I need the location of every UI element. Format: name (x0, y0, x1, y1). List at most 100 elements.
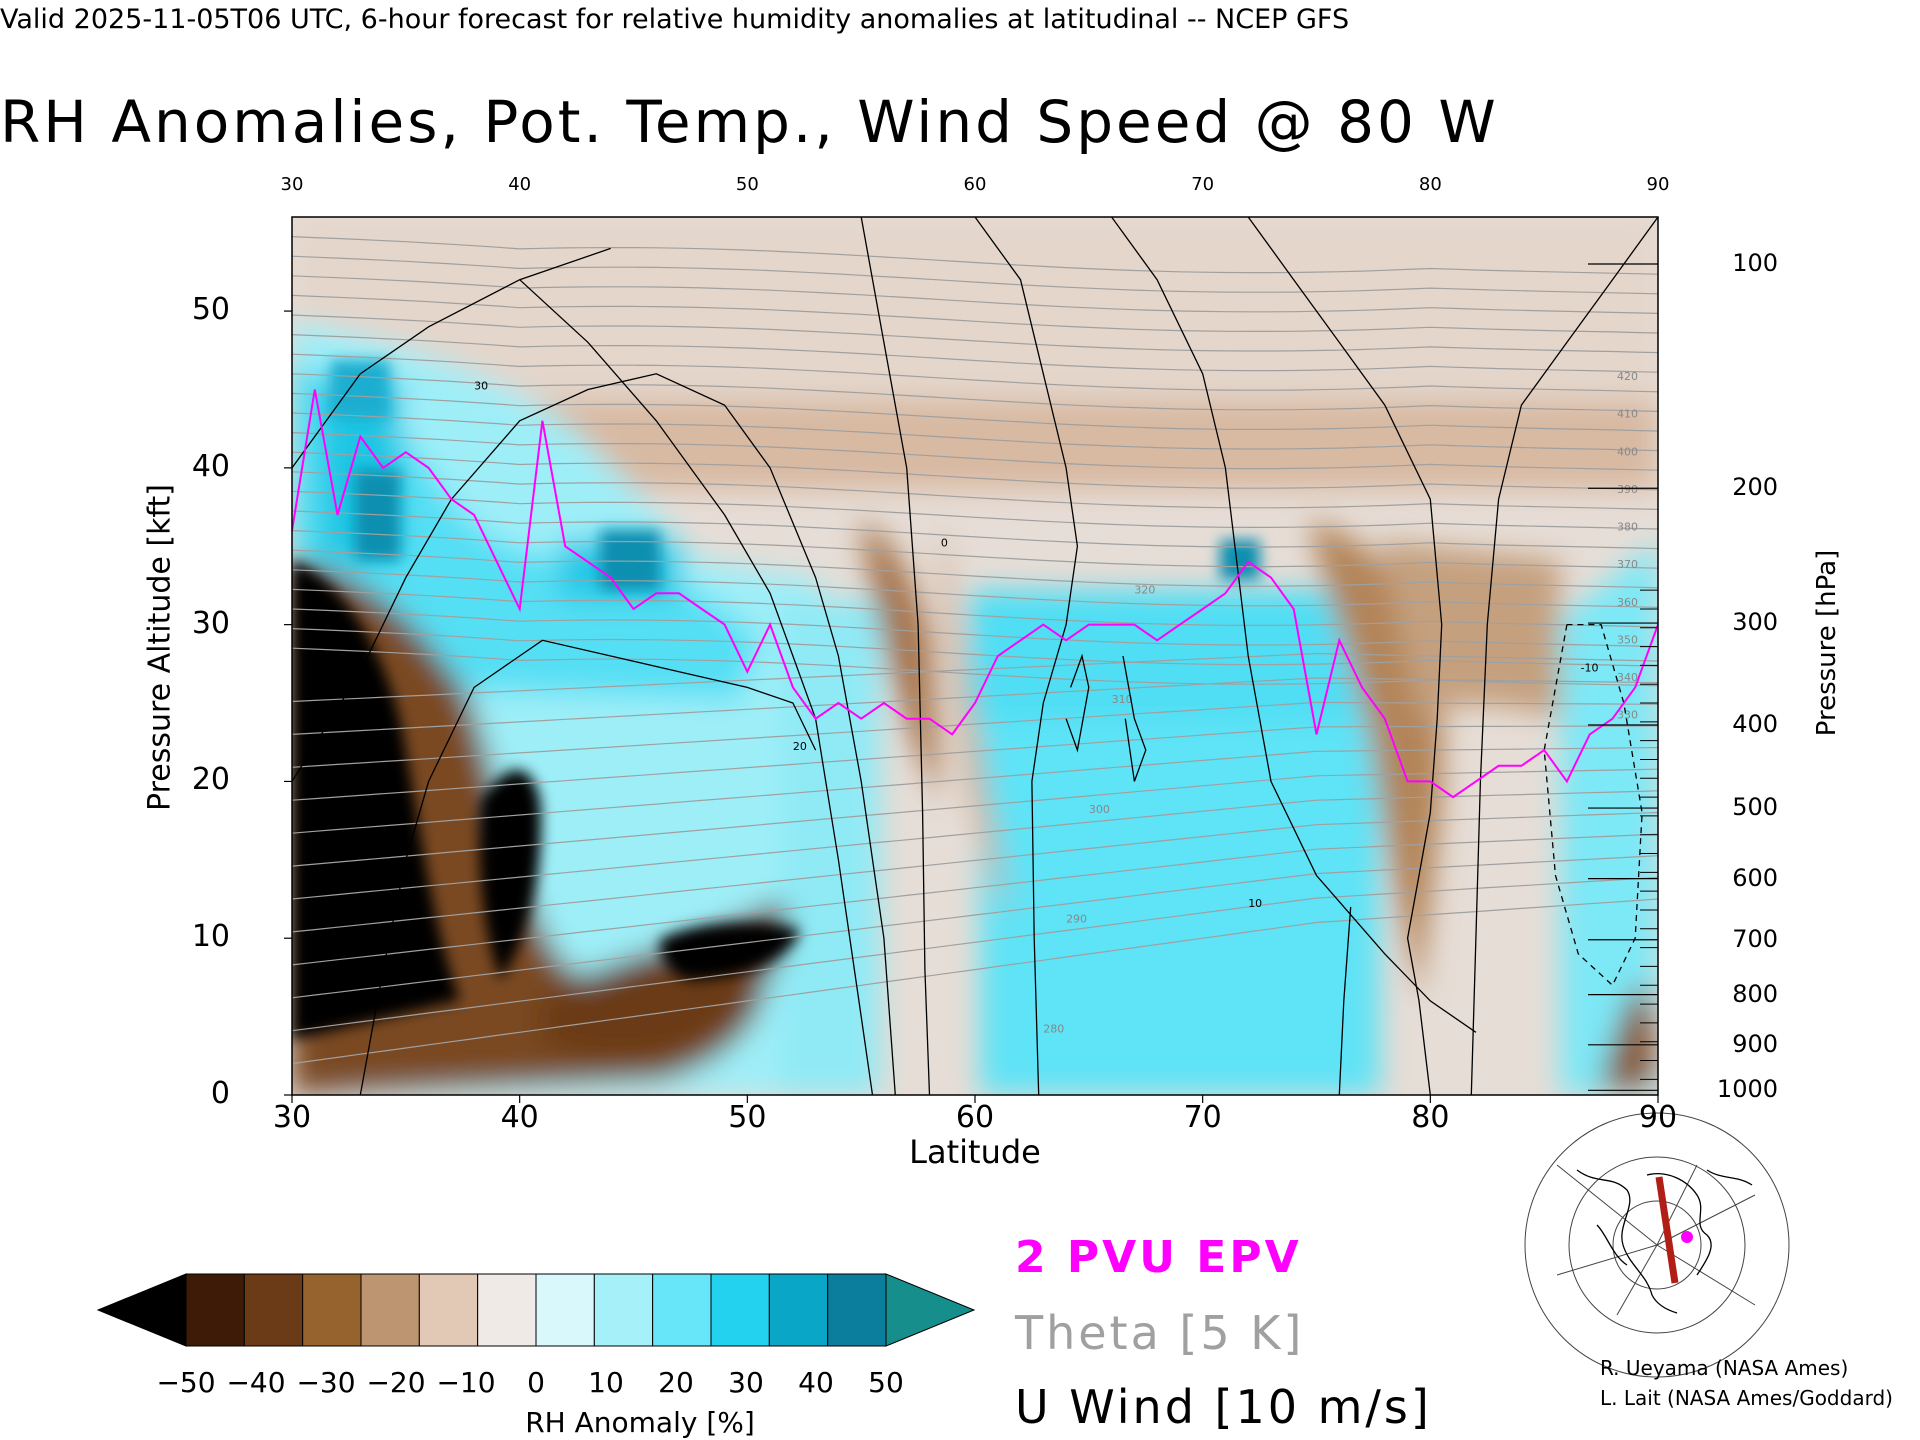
x-top-tick-label: 40 (508, 174, 532, 195)
pressure-tick-label: 200 (1732, 473, 1778, 502)
theta-contour (292, 608, 1658, 648)
header-line: Valid 2025-11-05T06 UTC, 6-hour forecast… (0, 4, 1350, 35)
theta-label: 320 (1134, 583, 1155, 596)
plot-title: RH Anomalies, Pot. Temp., Wind Speed @ 8… (0, 88, 1499, 156)
theta-contour (292, 652, 1658, 703)
u-wind-contour (1065, 653, 1090, 753)
u-wind-contours: -10 0 10 20 30 (292, 217, 1658, 1095)
credit-line-1: R. Ueyama (NASA Ames) (1600, 1356, 1849, 1380)
u-wind-label: -10 (1581, 662, 1599, 675)
theta-contour (292, 510, 1658, 550)
pressure-tick-label: 600 (1732, 863, 1778, 892)
u-wind-label: 30 (474, 379, 488, 392)
theta-contour (292, 747, 1658, 834)
theta-label: 300 (1089, 803, 1110, 816)
colorbar-swatch (477, 1273, 537, 1347)
theta-contour (292, 647, 1658, 687)
epv-2pvu-line (292, 389, 1658, 799)
colorbar-tick-label: −30 (296, 1366, 356, 1399)
legend-theta: Theta [5 K] (1015, 1306, 1305, 1360)
theta-contour (292, 490, 1658, 530)
theta-contour (292, 294, 1658, 334)
credit-line-2: L. Lait (NASA Ames/Goddard) (1600, 1386, 1893, 1410)
theta-contour (292, 876, 1658, 1032)
theta-contour (292, 725, 1658, 801)
colorbar-tick-label: 20 (658, 1366, 694, 1399)
theta-contour (292, 549, 1658, 589)
y-tick-label: 10 (191, 919, 230, 955)
theta-label: 350 (1617, 633, 1638, 646)
theta-label: 420 (1617, 370, 1638, 383)
y-tick-label: 0 (210, 1076, 230, 1111)
colorbar-swatch (710, 1273, 770, 1347)
theta-contour (292, 898, 1658, 1065)
colorbar-min-triangle (96, 1273, 187, 1347)
theta-contour (292, 701, 1658, 768)
colorbar (96, 1273, 976, 1347)
x-tick-label: 80 (1411, 1100, 1450, 1135)
theta-contour (292, 569, 1658, 608)
x-top-tick-label: 70 (1191, 174, 1215, 195)
y-tick-label: 40 (191, 448, 230, 484)
colorbar-tick-label: −50 (156, 1366, 216, 1399)
theta-contour (292, 373, 1658, 412)
u-wind-contour (359, 639, 817, 1095)
pressure-tick-label: 300 (1732, 608, 1778, 637)
u-wind-contour (1338, 906, 1352, 1095)
colorbar-swatch (418, 1273, 479, 1347)
x-tick-label: 50 (728, 1100, 767, 1135)
y2-axis-label: Pressure [hPa] (1812, 549, 1842, 737)
theta-contour (292, 275, 1658, 314)
theta-label: 380 (1617, 521, 1638, 534)
theta-label: 310 (1112, 693, 1133, 706)
u-wind-contour (974, 217, 1079, 1095)
colorbar-swatch (360, 1273, 420, 1347)
theta-contour (292, 255, 1658, 295)
y-tick-label: 50 (191, 292, 230, 328)
colorbar-swatch (827, 1273, 887, 1347)
axes (284, 263, 1659, 1103)
theta-contour (292, 628, 1658, 667)
theta-label: 280 (1043, 1022, 1064, 1035)
pressure-tick-label: 500 (1732, 793, 1778, 822)
theta-contour (292, 451, 1658, 491)
colorbar-swatch (243, 1273, 304, 1347)
theta-label: 290 (1066, 913, 1087, 926)
u-wind-contour (1470, 217, 1658, 1095)
colorbar-swatch (185, 1273, 245, 1347)
u-wind-contour (292, 373, 896, 1095)
pressure-tick-label: 400 (1732, 709, 1778, 738)
theta-label: 400 (1617, 445, 1638, 458)
x-top-tick-label: 80 (1418, 174, 1442, 195)
theta-label: 370 (1617, 558, 1638, 571)
colorbar-tick-label: 30 (728, 1366, 764, 1399)
theta-label: 390 (1617, 483, 1638, 496)
rh-anomaly-field: 2802903003103203303403503603703803904004… (292, 217, 1658, 1095)
x-top-tick-label: 50 (735, 174, 759, 195)
x-tick-label: 70 (1183, 1100, 1222, 1135)
theta-contour (292, 314, 1658, 354)
x-tick-label: 90 (1638, 1100, 1678, 1135)
x-tick-label: 30 (272, 1100, 312, 1135)
theta-label: 360 (1617, 596, 1638, 609)
u-wind-label: 20 (793, 740, 807, 753)
x-tick-label: 60 (955, 1100, 995, 1135)
theta-contour (292, 530, 1658, 569)
pressure-tick-label: 800 (1732, 979, 1778, 1008)
theta-label: 330 (1617, 709, 1638, 722)
x-tick-label: 40 (500, 1100, 539, 1135)
u-wind-contour (519, 279, 874, 1095)
colorbar-max-triangle (885, 1273, 976, 1347)
u-wind-contour (1111, 217, 1477, 1033)
colorbar-tick-label: −40 (226, 1366, 286, 1399)
colorbar-swatch (768, 1273, 829, 1347)
theta-contour (292, 855, 1658, 999)
colorbar-swatch (652, 1273, 712, 1347)
y-tick-label: 20 (191, 762, 230, 798)
y-axis-label: Pressure Altitude [kft] (142, 484, 178, 811)
x-top-tick-label: 60 (963, 174, 987, 195)
colorbar-tick-label: −10 (436, 1366, 496, 1399)
pressure-tick-label: 700 (1732, 924, 1778, 953)
x-top-tick-label: 90 (1646, 174, 1670, 195)
